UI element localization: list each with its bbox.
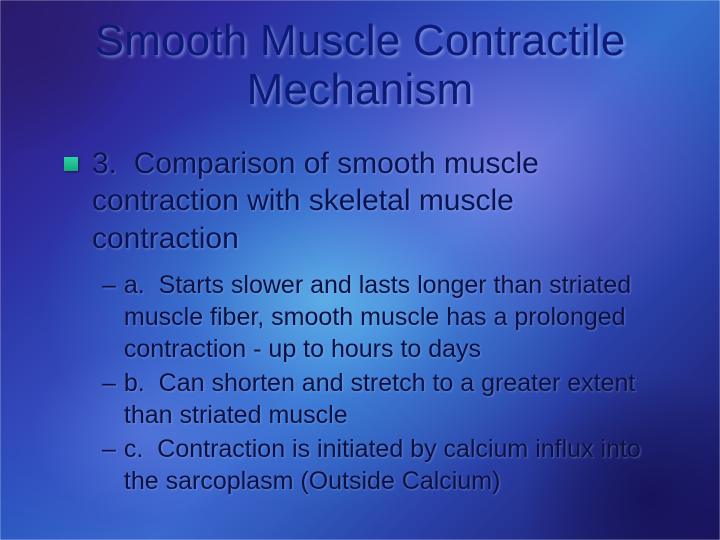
main-item-number: 3.: [92, 147, 117, 180]
sub-item: – b. Can shorten and stretch to a greate…: [102, 367, 662, 431]
sub-item: – a. Starts slower and lasts longer than…: [102, 269, 662, 365]
dash-icon: –: [102, 269, 116, 301]
sub-item-text: a. Starts slower and lasts longer than s…: [124, 269, 662, 365]
slide-title: Smooth Muscle Contractile Mechanism: [80, 16, 640, 115]
sub-item-body: Can shorten and stretch to a greater ext…: [124, 369, 635, 429]
sub-item-letter: a.: [124, 271, 145, 299]
sub-item-letter: b.: [124, 369, 145, 397]
dash-icon: –: [102, 433, 116, 465]
sub-item: – c. Contraction is initiated by calcium…: [102, 433, 662, 497]
sub-item-text: c. Contraction is initiated by calcium i…: [124, 433, 662, 497]
square-bullet-icon: [64, 157, 78, 171]
sub-item-body: Contraction is initiated by calcium infl…: [124, 435, 641, 495]
dash-icon: –: [102, 367, 116, 399]
sub-item-body: Starts slower and lasts longer than stri…: [124, 271, 631, 363]
sub-item-letter: c.: [124, 435, 143, 463]
sub-item-text: b. Can shorten and stretch to a greater …: [124, 367, 662, 431]
main-bullet-item: 3. Comparison of smooth muscle contracti…: [58, 145, 662, 258]
sub-bullet-list: – a. Starts slower and lasts longer than…: [102, 269, 662, 497]
main-item-text: 3. Comparison of smooth muscle contracti…: [92, 145, 662, 258]
slide-content: Smooth Muscle Contractile Mechanism 3. C…: [0, 0, 720, 540]
main-item-body: Comparison of smooth muscle contraction …: [92, 147, 539, 255]
